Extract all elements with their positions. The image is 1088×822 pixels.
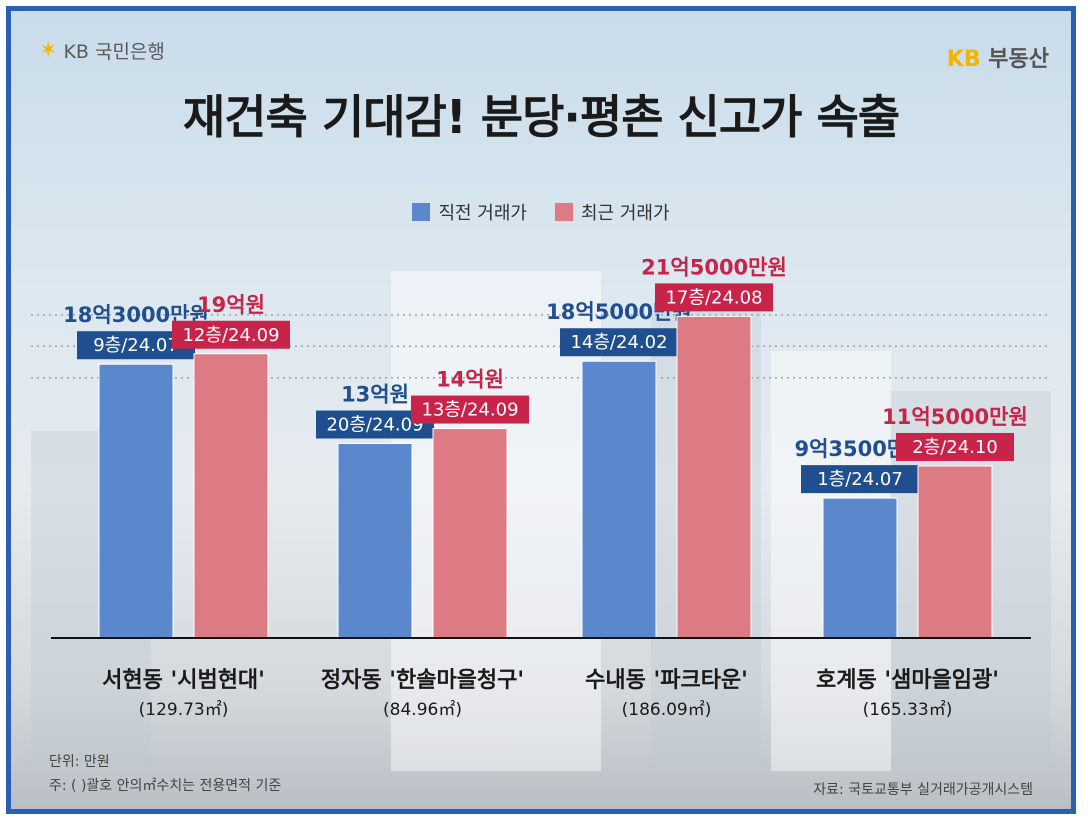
category-label-3: 호계동 '샘마을임광' [816,668,999,693]
value-label-prev-1: 13억원 [341,383,409,407]
bar-prev-2 [581,360,657,639]
detail-tag-recent-3 [896,432,1014,461]
detail-tag-recent-1 [411,395,529,424]
footnote: 주: ( )괄호 안의㎡수치는 전용면적 기준 [49,778,282,794]
category-label-0: 서현동 '시범현대' [102,668,265,693]
kb-realestate-logo-kb: KB [946,47,981,72]
page-title: 재건축 기대감! 분당·평촌 신고가 속출 [182,90,900,144]
legend-label-prev: 직전 거래가 [438,203,527,224]
unit-note: 단위: 만원 [49,754,110,770]
kb-star-icon: ✶ [39,38,58,63]
detail-label-prev-2: 14층/24.02 [570,332,667,353]
legend-swatch-prev [412,203,431,221]
detail-label-prev-0: 9층/24.07 [93,335,179,356]
kb-realestate-logo-text: 부동산 [988,47,1049,72]
bar-recent-2 [676,315,752,639]
bar-prev-3 [822,497,898,639]
bar-recent-0 [193,353,269,639]
chart-legend: 직전 거래가 최근 거래가 [11,199,1071,225]
value-label-recent-3: 11억5000만원 [882,405,1028,429]
legend-item-prev: 직전 거래가 [412,199,527,225]
category-area-3: (165.33㎡) [863,700,953,720]
value-label-recent-1: 14억원 [436,368,504,392]
detail-label-recent-1: 13층/24.09 [421,400,518,421]
detail-label-prev-1: 20층/24.09 [326,415,423,436]
category-area-0: (129.73㎡) [139,700,229,720]
infographic-frame: ✶ KB 국민은행 KB 부동산 재건축 기대감! 분당·평촌 신고가 속출 직… [6,6,1076,814]
detail-tag-recent-0 [172,320,290,349]
bar-recent-1 [432,428,508,639]
detail-tag-prev-2 [560,328,678,357]
kb-bank-logo-text: KB 국민은행 [63,41,165,63]
value-label-recent-0: 19억원 [197,293,265,317]
detail-label-recent-2: 17층/24.08 [665,287,762,308]
kb-realestate-logo: KB 부동산 [947,41,1049,73]
legend-item-recent: 최근 거래가 [555,199,670,225]
bar-prev-0 [98,363,174,639]
bar-recent-3 [917,465,993,639]
bar-prev-1 [337,443,413,639]
detail-tag-prev-3 [801,465,919,494]
category-area-1: (84.96㎡) [383,700,462,720]
value-label-recent-2: 21억5000만원 [641,255,787,279]
source-note: 자료: 국토교통부 실거래가공개시스템 [813,782,1033,798]
category-label-2: 수내동 '파크타운' [585,668,748,693]
category-label-1: 정자동 '한솔마을청구' [321,668,524,693]
kb-bank-logo: ✶ KB 국민은행 [39,37,165,64]
category-area-2: (186.09㎡) [622,700,712,720]
legend-swatch-recent [555,203,573,221]
detail-label-recent-3: 2층/24.10 [912,437,998,458]
detail-label-prev-3: 1층/24.07 [817,469,903,490]
detail-label-recent-0: 12층/24.09 [182,325,279,346]
legend-label-recent: 최근 거래가 [581,203,670,224]
detail-tag-recent-2 [655,283,773,312]
